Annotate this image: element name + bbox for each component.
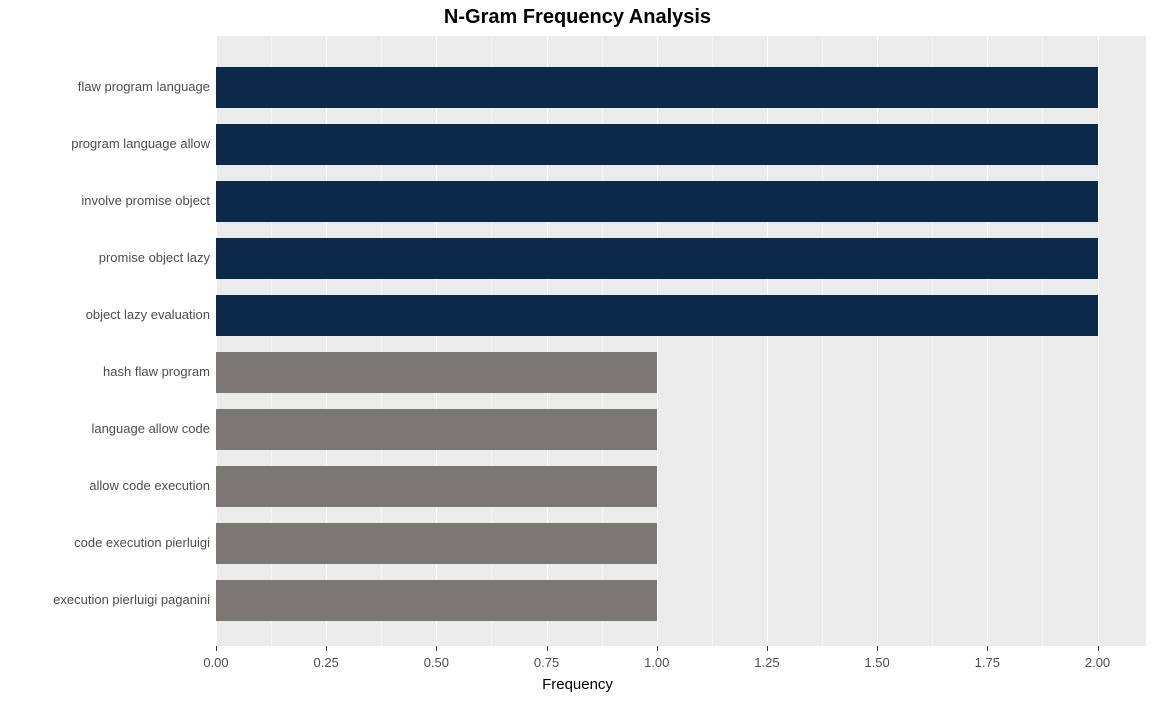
x-tick-mark: [877, 646, 878, 651]
x-tick-label: 0.00: [203, 655, 228, 670]
grid-major: [1098, 36, 1099, 646]
bar: [216, 409, 657, 450]
bar: [216, 181, 1098, 222]
x-tick-mark: [987, 646, 988, 651]
x-tick-mark: [767, 646, 768, 651]
y-tick-label: object lazy evaluation: [86, 307, 210, 322]
x-tick-label: 0.25: [314, 655, 339, 670]
plot-area: [216, 36, 1146, 646]
y-tick-label: execution pierluigi paganini: [53, 592, 210, 607]
x-axis-label: Frequency: [0, 676, 1155, 693]
bar: [216, 238, 1098, 279]
bar: [216, 466, 657, 507]
x-tick-mark: [1098, 646, 1099, 651]
bar: [216, 295, 1098, 336]
x-tick-label: 1.75: [975, 655, 1000, 670]
y-tick-label: language allow code: [91, 421, 210, 436]
y-tick-label: code execution pierluigi: [74, 535, 210, 550]
bar: [216, 580, 657, 621]
chart-title: N-Gram Frequency Analysis: [0, 6, 1155, 29]
y-tick-label: program language allow: [71, 136, 210, 151]
x-tick-mark: [547, 646, 548, 651]
bar: [216, 67, 1098, 108]
chart-container: N-Gram Frequency Analysis Frequency 0.00…: [0, 0, 1155, 701]
x-tick-mark: [436, 646, 437, 651]
x-tick-label: 1.25: [754, 655, 779, 670]
bar: [216, 124, 1098, 165]
x-tick-label: 2.00: [1085, 655, 1110, 670]
x-tick-label: 1.50: [864, 655, 889, 670]
bar: [216, 352, 657, 393]
bar: [216, 523, 657, 564]
x-tick-mark: [657, 646, 658, 651]
y-tick-label: allow code execution: [89, 478, 210, 493]
y-tick-label: involve promise object: [81, 193, 210, 208]
y-tick-label: hash flaw program: [103, 364, 210, 379]
x-tick-mark: [326, 646, 327, 651]
x-tick-label: 0.50: [424, 655, 449, 670]
x-tick-label: 1.00: [644, 655, 669, 670]
x-tick-label: 0.75: [534, 655, 559, 670]
y-tick-label: flaw program language: [78, 79, 210, 94]
x-tick-mark: [216, 646, 217, 651]
y-tick-label: promise object lazy: [99, 250, 210, 265]
